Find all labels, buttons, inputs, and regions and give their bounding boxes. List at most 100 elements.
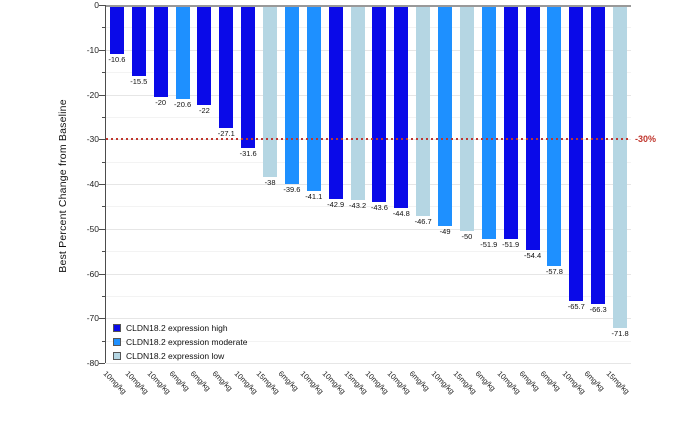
x-tick-label: 6mg/kg (189, 369, 213, 393)
bar-value-label: -43.6 (370, 203, 388, 213)
reference-line-label: -30% (635, 134, 657, 145)
y-tick-label: -50 (86, 223, 99, 234)
x-tick-label: 6mg/kg (276, 369, 301, 393)
bar-value-label: -38 (264, 178, 276, 187)
y-tick-label: -30 (86, 134, 99, 145)
bar (372, 7, 387, 203)
reference-line-minus-30pct (106, 138, 631, 141)
bar (459, 7, 474, 231)
bar (328, 7, 343, 199)
bar-value-label: -65.7 (567, 302, 585, 311)
x-tick-label: 10mg/kg (429, 369, 457, 396)
bar-value-label: -71.8 (611, 329, 629, 339)
gridline (106, 49, 631, 51)
bar-value-label: -31.6 (239, 149, 257, 159)
bar-value-label: -57.8 (545, 266, 563, 276)
bar-value-label: -51.9 (502, 240, 520, 250)
bar (153, 7, 168, 97)
bar (263, 7, 278, 177)
bar-value-label: -50 (461, 231, 473, 241)
bar (175, 7, 190, 100)
legend-item-label: CLDN18.2 expression low (126, 351, 225, 361)
x-tick-label: 10mg/kg (123, 369, 151, 396)
bar-value-label: -39.6 (283, 185, 301, 195)
x-tick-label: 10mg/kg (232, 369, 260, 396)
x-tick-label: 10mg/kg (320, 369, 348, 396)
legend-item: CLDN18.2 expression high (113, 321, 247, 335)
legend-swatch (113, 338, 121, 346)
x-tick-label: 6mg/kg (517, 369, 541, 393)
bar (197, 7, 212, 106)
bar (525, 7, 540, 251)
gridline (106, 184, 631, 185)
bar-value-label: -20.6 (174, 100, 192, 110)
x-tick-label: 6mg/kg (210, 369, 235, 393)
bar (241, 7, 256, 149)
bar-value-label: -54.4 (524, 251, 542, 261)
bar (416, 7, 431, 216)
gridline (106, 206, 631, 208)
gridline (106, 161, 631, 163)
bar-value-label: -42.9 (327, 200, 345, 209)
bar (481, 7, 496, 240)
gridline (106, 94, 631, 96)
bar-value-label: -44.8 (392, 208, 410, 218)
y-tick-label: -10 (86, 44, 99, 55)
bar (394, 7, 409, 208)
bar-value-label: -10.6 (108, 55, 126, 65)
bar-value-label: -43.2 (349, 201, 367, 211)
gridline (106, 116, 631, 118)
x-tick-label: 6mg/kg (539, 369, 563, 393)
legend-swatch (113, 352, 121, 360)
bar (284, 7, 299, 185)
legend-item: CLDN18.2 expression low (113, 349, 247, 363)
x-tick-label: 6mg/kg (167, 369, 191, 393)
gridline (106, 318, 631, 320)
legend-item-label: CLDN18.2 expression high (126, 323, 228, 333)
bar-value-label: -46.7 (414, 217, 432, 226)
x-tick-label: 6mg/kg (407, 369, 432, 393)
gridline (106, 340, 631, 342)
x-tick-label: 10mg/kg (364, 369, 391, 396)
gridline (106, 228, 631, 230)
x-tick-label: 10mg/kg (145, 369, 173, 396)
y-tick-mark (99, 363, 105, 364)
x-tick-label: 10mg/kg (298, 369, 326, 396)
bar-value-label: -41.1 (305, 191, 323, 201)
bar-value-label: -27.1 (217, 129, 235, 139)
gridline (106, 363, 631, 364)
x-tick-label: 15mg/kg (604, 369, 632, 396)
legend-item-label: CLDN18.2 expression moderate (126, 337, 248, 347)
y-axis-title: Best Percent Change from Baseline (57, 99, 69, 273)
gridline (106, 295, 631, 297)
x-tick-label: 10mg/kg (495, 369, 523, 396)
gridline (106, 72, 631, 74)
y-tick-label: -40 (86, 179, 99, 189)
x-tick-label: 10mg/kg (101, 369, 129, 396)
bar-value-label: -66.3 (589, 304, 607, 314)
legend-item: CLDN18.2 expression moderate (113, 335, 247, 349)
x-tick-label: 10mg/kg (385, 369, 413, 396)
bar-value-label: -49 (439, 227, 451, 237)
bar-value-label: -51.9 (480, 240, 498, 250)
zero-baseline (106, 5, 631, 7)
bar (109, 7, 124, 55)
legend-swatch (113, 324, 121, 332)
x-tick-label: 6mg/kg (582, 369, 607, 393)
bar (306, 7, 321, 191)
y-tick-label: -60 (86, 268, 99, 279)
y-tick-label: -70 (86, 313, 99, 324)
y-tick-label: -80 (86, 358, 99, 368)
gridline (106, 251, 631, 253)
x-tick-label: 6mg/kg (473, 369, 498, 393)
x-tick-label: 15mg/kg (342, 369, 369, 396)
bar-value-label: -22 (198, 106, 210, 116)
gridline (106, 27, 631, 29)
bar (613, 7, 628, 329)
bar (219, 7, 234, 129)
bar-value-label: -15.5 (130, 77, 148, 87)
y-tick-label: 0 (94, 0, 99, 10)
legend: CLDN18.2 expression high CLDN18.2 express… (113, 321, 247, 363)
gridline (106, 273, 631, 275)
